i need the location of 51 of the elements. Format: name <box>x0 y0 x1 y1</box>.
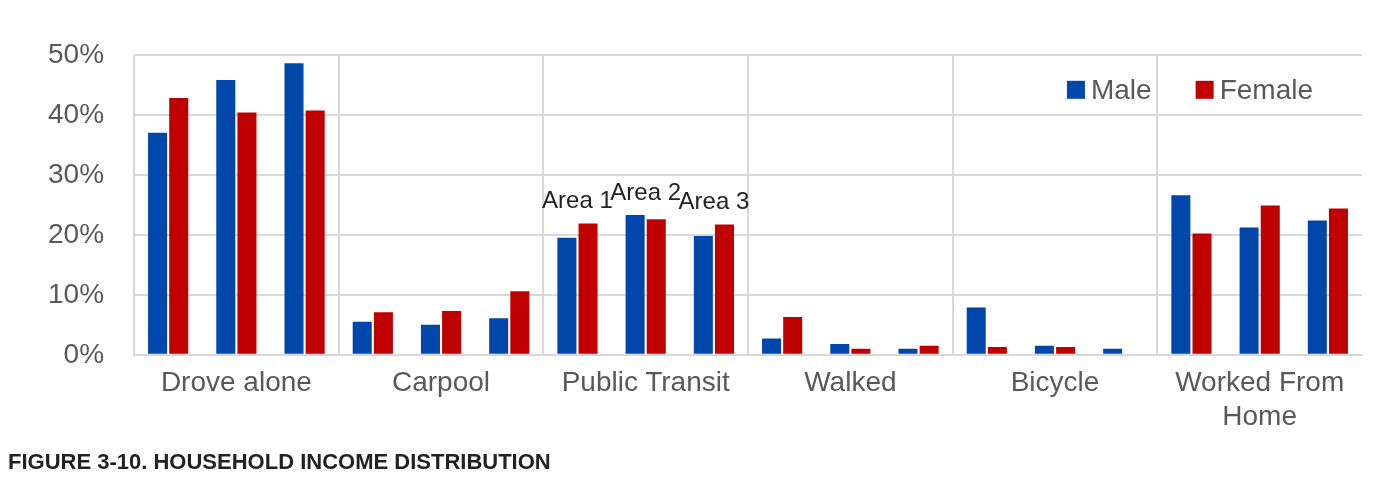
x-tick-label: Public Transit <box>561 366 730 398</box>
bar <box>578 223 598 354</box>
y-tick-label: 10% <box>47 277 105 309</box>
bar <box>373 312 393 354</box>
annotation: Area 1 <box>542 186 613 214</box>
y-tick-label: 30% <box>47 157 105 189</box>
legend-label: Female <box>1219 73 1314 105</box>
bar <box>305 110 325 354</box>
x-tick-label: Worked From Home <box>1175 366 1345 431</box>
bar <box>762 338 782 354</box>
y-tick-label: 50% <box>47 37 105 69</box>
bar <box>693 236 713 354</box>
y-tick-label: 0% <box>63 337 105 369</box>
x-tick-label: Drove alone <box>160 366 312 398</box>
bar <box>420 324 440 354</box>
bar <box>1328 208 1348 354</box>
bar <box>489 318 509 354</box>
bar <box>830 344 850 354</box>
bar <box>1192 233 1212 354</box>
legend-label: Male <box>1090 73 1152 105</box>
bar <box>1034 345 1054 354</box>
bar <box>851 348 871 354</box>
bar <box>1171 195 1191 354</box>
bar <box>783 317 803 354</box>
bar <box>646 219 666 354</box>
bar <box>1056 347 1076 354</box>
caption: FIGURE 3-10. HOUSEHOLD INCOME DISTRIBUTION <box>8 449 551 475</box>
x-tick-label: Walked <box>804 366 897 398</box>
bar <box>625 215 645 354</box>
x-tick-label: Carpool <box>392 366 491 398</box>
bar <box>510 291 530 354</box>
bar <box>714 224 734 354</box>
bar <box>352 321 372 354</box>
bar <box>1260 205 1280 354</box>
bar <box>557 237 577 354</box>
x-tick-label: Bicycle <box>1010 366 1100 398</box>
bar <box>148 132 168 354</box>
bar <box>442 311 462 354</box>
bar <box>1103 348 1123 354</box>
bar <box>216 80 236 354</box>
bar <box>1307 220 1327 354</box>
y-tick-label: 40% <box>47 97 105 129</box>
bar <box>919 345 939 354</box>
bar <box>237 112 257 354</box>
bar <box>169 98 189 354</box>
bar <box>966 307 986 354</box>
bar <box>898 348 918 354</box>
bar <box>987 347 1007 354</box>
bar <box>284 63 304 354</box>
bar <box>1239 227 1259 354</box>
y-tick-label: 20% <box>47 217 105 249</box>
